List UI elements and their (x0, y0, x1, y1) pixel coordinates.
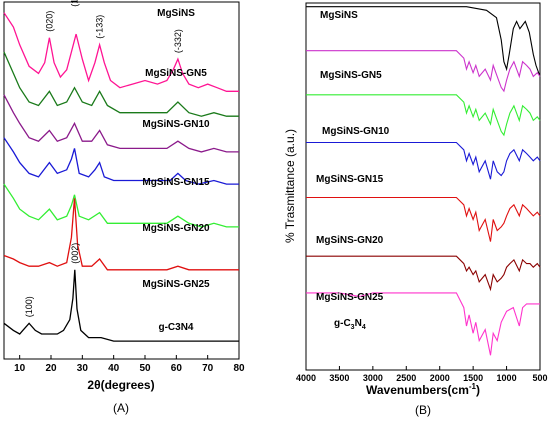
panel-a-series-label-1: MgSiNS-GN5 (145, 68, 207, 79)
panel-a-tick-label-40: 40 (108, 363, 120, 374)
panel-b-tick-label-3500: 3500 (329, 373, 349, 383)
panel-b-tick-label-2500: 2500 (396, 373, 416, 383)
ftir-series-4 (306, 196, 541, 242)
panel-a-frame (3, 1, 240, 360)
panel-b-tick-label-500: 500 (532, 373, 547, 383)
peak-label-0: (020) (44, 11, 54, 32)
panel-a-tick-label-20: 20 (45, 363, 57, 374)
xrd-series-1 (3, 51, 239, 117)
xrd-series-4 (3, 183, 239, 228)
panel-a-series-labels: MgSiNS MgSiNS-GN5 MgSiNS-GN10 MgSiNS-GN15 Mg… (142, 8, 210, 333)
xrd-series-6 (3, 269, 239, 342)
panel-a-tick-label-80: 80 (233, 363, 245, 374)
panel-b-x-axis: 4000 3500 3000 2500 2000 1500 1000 500 (296, 366, 548, 383)
panel-a-tick-label-50: 50 (139, 363, 151, 374)
panel-a: 10 20 30 40 50 60 70 80 MgSiNS MgSiNS-GN5 MgSiNS-… (3, 0, 245, 415)
panel-b-tick-label-1500: 1500 (463, 373, 483, 383)
panel-a-tick-label-60: 60 (171, 363, 183, 374)
xrd-series-0 (3, 12, 239, 92)
xrd-series-3 (3, 137, 239, 185)
ftir-series-2 (306, 94, 541, 137)
panel-b-series-label-1: MgSiNS-GN5 (320, 70, 382, 81)
panel-a-x-axis: 10 20 30 40 50 60 70 80 (14, 355, 245, 374)
panel-a-tick-label-10: 10 (14, 363, 26, 374)
panel-b-tick-label-3000: 3000 (363, 373, 383, 383)
xrd-series-2 (3, 94, 239, 153)
panel-a-peak-labels: (020) (1-12) (-133) (-332) (100) (002) (24, 0, 183, 317)
panel-b-series-label-4: MgSiNS-GN20 (316, 235, 384, 246)
panel-a-label: (A) (113, 401, 129, 415)
panel-a-series-label-3: MgSiNS-GN15 (142, 177, 210, 188)
panel-b-series-label-0: MgSiNS (320, 10, 358, 21)
panel-b-tick-label-2000: 2000 (430, 373, 450, 383)
panel-b-series-label-5: MgSiNS-GN25 (316, 292, 384, 303)
panel-b-series-labels: MgSiNS MgSiNS-GN5 MgSiNS-GN10 MgSiNS-GN15 Mg… (316, 10, 390, 303)
panel-a-series-label-2: MgSiNS-GN10 (142, 119, 210, 130)
panel-a-series-label-5: MgSiNS-GN25 (142, 279, 210, 290)
xrd-series-5 (3, 198, 239, 271)
panel-a-series-label-4: MgSiNS-GN20 (142, 223, 210, 234)
panel-a-series-label-0: MgSiNS (157, 8, 195, 19)
peak-label-3: (-332) (173, 29, 183, 53)
ftir-series-0 (306, 6, 541, 77)
peak-label-5: (002) (70, 243, 80, 264)
peak-label-2: (-133) (95, 15, 105, 39)
panel-a-series-label-6: g-C3N4 (158, 322, 193, 333)
ftir-series-3 (306, 141, 541, 180)
panel-b-series-label-3: MgSiNS-GN15 (316, 174, 384, 185)
peak-label-4: (100) (24, 296, 34, 317)
panel-b-tick-label-1000: 1000 (497, 373, 517, 383)
panel-b: 4000 3500 3000 2500 2000 1500 1000 500 MgSiNSMg… (283, 2, 548, 417)
panel-a-tick-label-30: 30 (77, 363, 89, 374)
panel-b-curves (306, 6, 541, 356)
panel-b-x-axis-label: Wavenumbers(cm-1) (366, 382, 480, 397)
peak-label-1: (1-12) (70, 0, 80, 7)
ftir-series-1 (306, 50, 541, 93)
ftir-series-5 (306, 255, 541, 292)
panel-b-series-label-2: MgSiNS-GN10 (322, 126, 390, 137)
panel-b-tick-label-4000: 4000 (296, 373, 316, 383)
panel-b-y-axis-label: % Trasmittance (a.u.) (283, 129, 297, 243)
panel-b-label: (B) (415, 403, 431, 417)
panel-a-x-axis-label: 2θ(degrees) (87, 378, 154, 392)
panel-a-curves (3, 12, 239, 342)
panel-b-frame (305, 2, 541, 371)
panel-b-g-c3n4-label: g-C3N4 (334, 318, 366, 331)
panel-a-tick-label-70: 70 (202, 363, 214, 374)
ftir-series-6 (306, 292, 540, 356)
